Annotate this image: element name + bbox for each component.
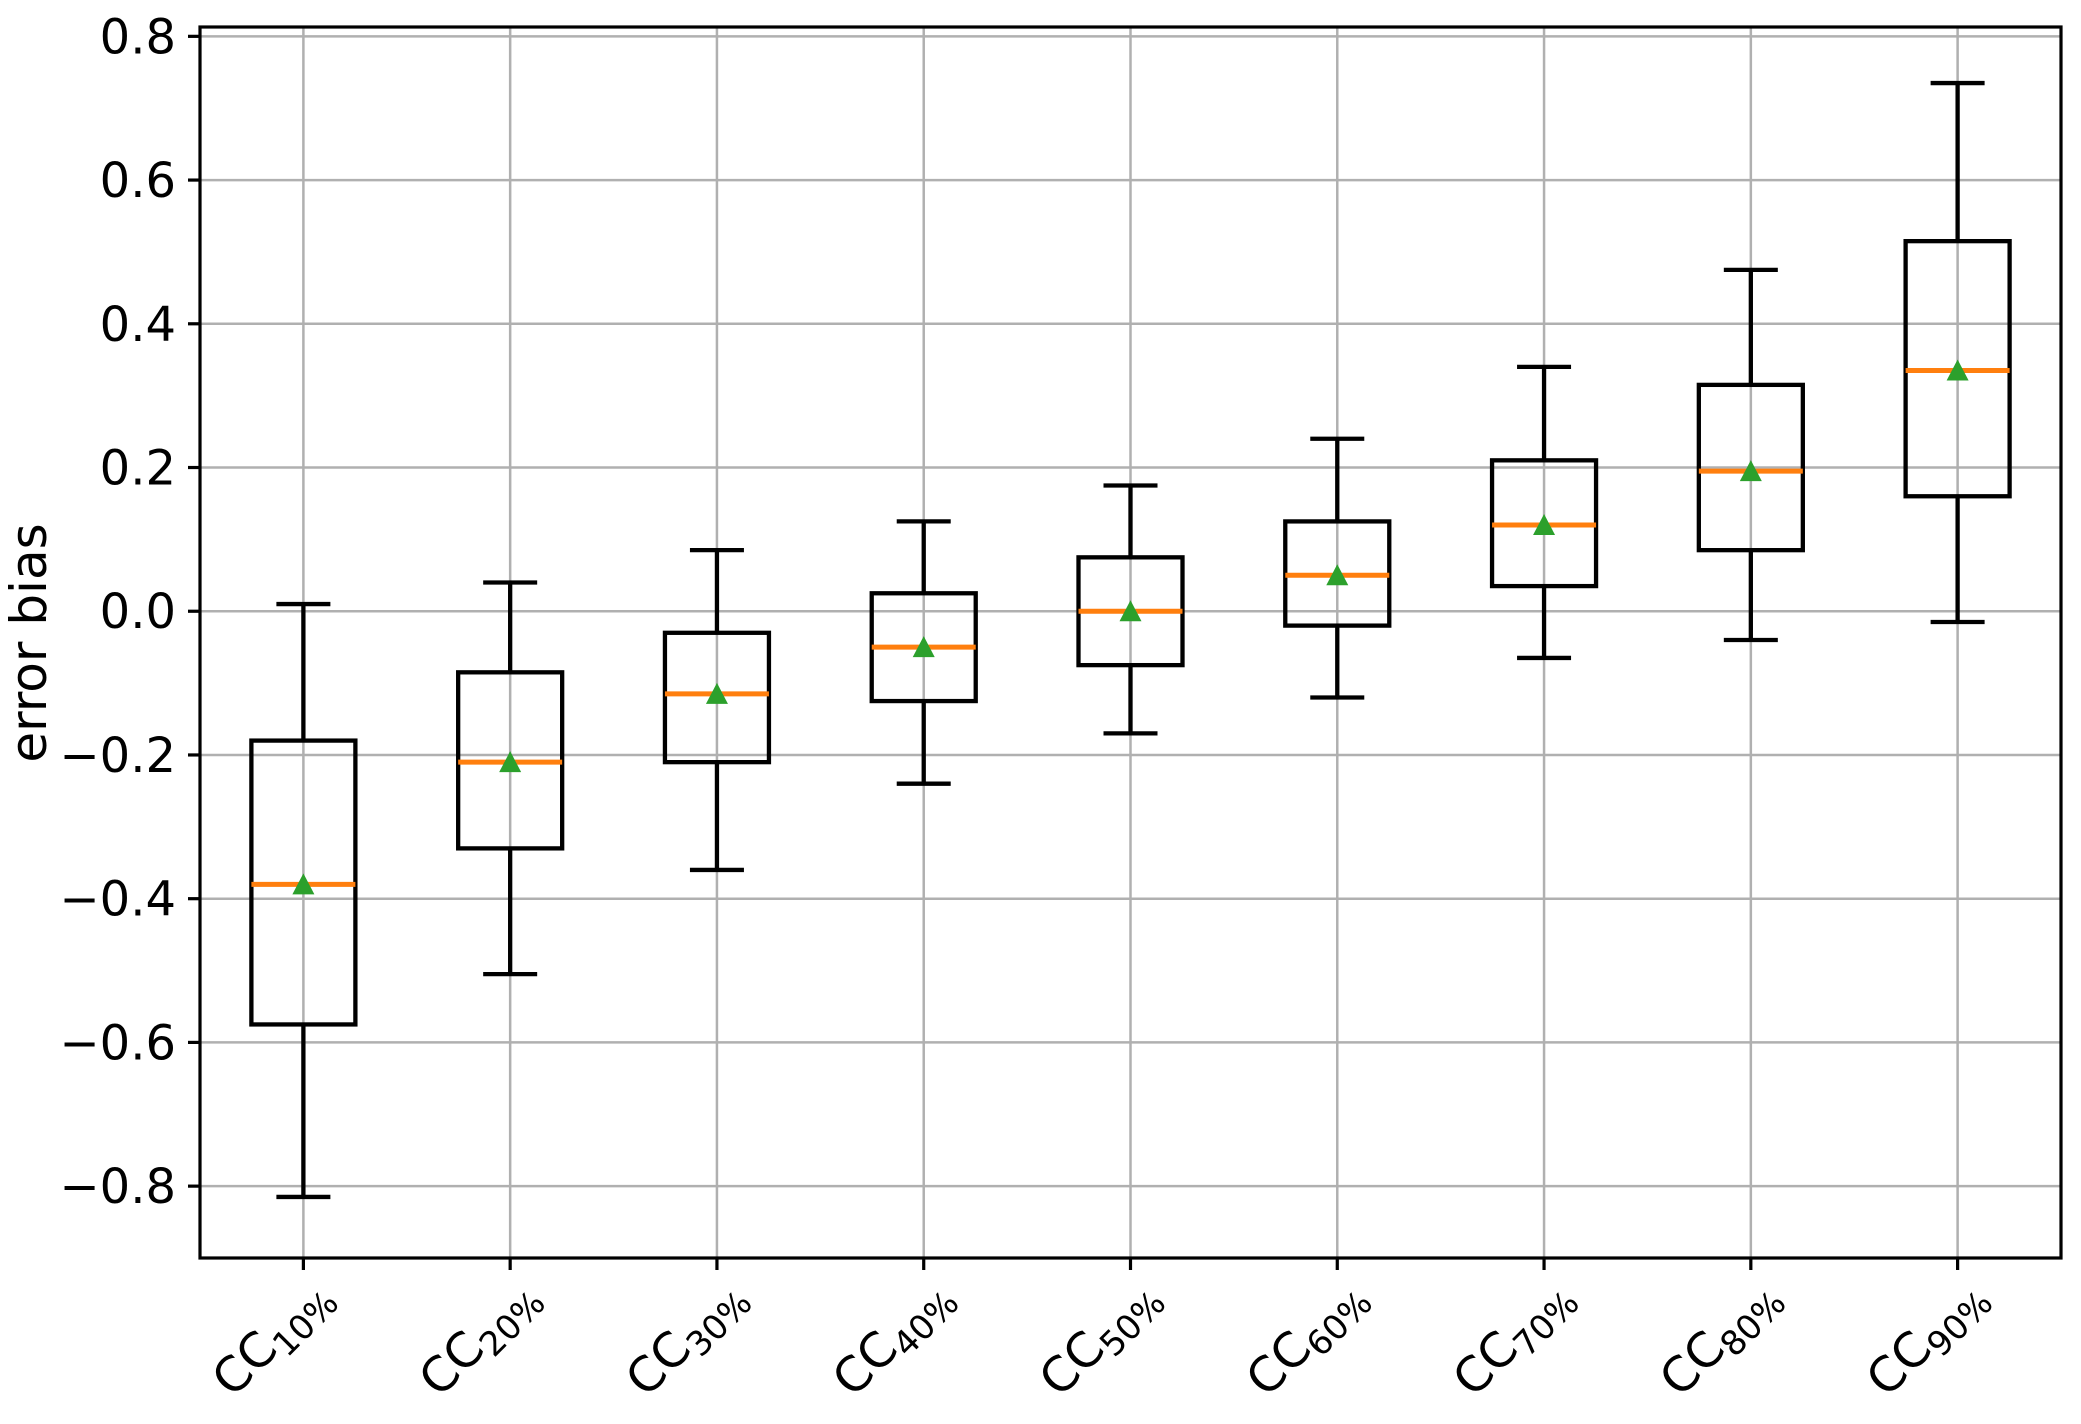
y-tick-label: −0.6	[59, 1015, 176, 1071]
x-tick-label: CC90%	[1856, 1267, 2001, 1412]
grid-layer	[200, 27, 2061, 1258]
x-tick-label: CC80%	[1649, 1267, 1794, 1412]
y-tick-label: 0.0	[100, 584, 176, 640]
mean-marker	[912, 636, 935, 658]
box-group	[249, 601, 358, 1200]
iqr-box	[1696, 382, 1805, 553]
y-tick-label: −0.4	[59, 872, 176, 928]
box-group	[456, 580, 565, 977]
mean-marker	[292, 873, 315, 895]
x-tick-label: CC20%	[408, 1267, 553, 1412]
box-group	[1076, 483, 1185, 736]
x-tick-label: CC50%	[1029, 1267, 1174, 1412]
x-tick-label: CC60%	[1235, 1267, 1380, 1412]
y-tick-label: −0.2	[59, 728, 176, 784]
box-group	[1903, 80, 2012, 625]
y-tick-label: −0.8	[59, 1159, 176, 1215]
x-tick-label: CC70%	[1442, 1267, 1587, 1412]
y-tick-label: 0.6	[100, 153, 176, 209]
y-axis-title: error bias	[0, 523, 58, 762]
mean-marker	[1739, 460, 1762, 482]
mean-marker	[1119, 600, 1142, 622]
box-group	[869, 519, 978, 786]
box-group	[1489, 364, 1599, 661]
box-group	[1696, 267, 1805, 643]
mean-marker	[499, 751, 522, 773]
mean-marker	[705, 682, 728, 704]
y-tick-label: 0.8	[100, 9, 176, 65]
mean-marker	[1946, 359, 1969, 381]
y-tick-label: 0.2	[100, 441, 176, 497]
x-tick-label: CC30%	[615, 1267, 760, 1412]
box-layer	[249, 80, 2012, 1200]
axes-layer: 0.8 0.6 0.4 0.2 0.0 −0.2 −0.4 −0.6 −0.8 CC10% CC20…	[59, 9, 2063, 1412]
mean-marker	[1326, 564, 1349, 586]
x-tick-label: CC40%	[822, 1267, 967, 1412]
mean-marker	[1533, 514, 1556, 536]
iqr-box	[662, 630, 772, 765]
box-group	[662, 548, 772, 873]
y-tick-label: 0.4	[100, 297, 176, 353]
box-group	[1283, 436, 1392, 700]
x-tick-label: CC10%	[201, 1267, 346, 1412]
